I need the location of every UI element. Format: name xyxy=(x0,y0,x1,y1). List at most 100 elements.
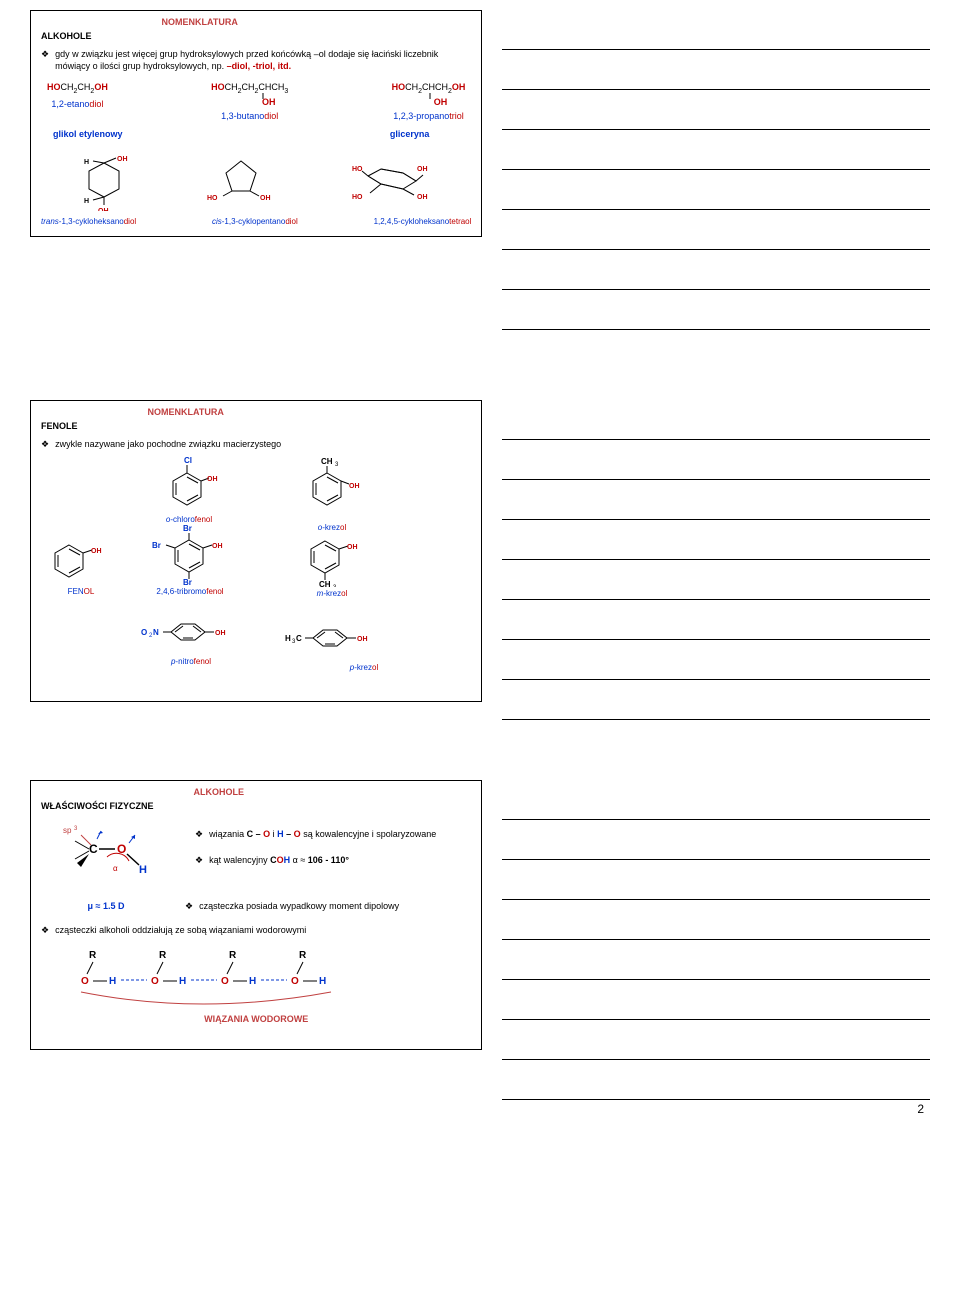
svg-text:OH: OH xyxy=(98,208,109,211)
svg-text:OH: OH xyxy=(357,636,368,643)
svg-text:R: R xyxy=(299,950,307,961)
sp3-molecule-icon: sp3 C O H α xyxy=(41,821,171,891)
note-lines-2 xyxy=(502,400,930,720)
note-lines-1 xyxy=(502,10,930,330)
compound-1: HOCH2CH2OH 1,2-etanodiol xyxy=(47,82,108,121)
slide3-title: WŁAŚCIWOŚCI FIZYCZNE xyxy=(41,801,154,811)
svg-text:3: 3 xyxy=(335,462,339,468)
slide1-title: ALKOHOLE xyxy=(41,31,92,41)
svg-text:OH: OH xyxy=(349,483,360,490)
mu-value: μ ≈ 1.5 D xyxy=(88,901,125,911)
slide1-bullet: ❖ gdy w związku jest więcej grup hydroks… xyxy=(41,49,471,72)
svg-text:Br: Br xyxy=(183,524,192,533)
benzene-icon: Cl OH xyxy=(159,455,219,513)
svg-text:C: C xyxy=(296,634,302,643)
svg-text:OH: OH xyxy=(91,548,102,555)
svg-text:sp: sp xyxy=(63,826,72,835)
hbond-diagram: R R R R O O O O H H H H WIĄZANIA WODOROWE xyxy=(41,946,471,1024)
dipole-row: μ ≈ 1.5 D ❖ cząsteczka posiada wypadkowy… xyxy=(41,901,471,913)
svg-text:O: O xyxy=(151,976,159,987)
svg-text:CH: CH xyxy=(319,580,331,587)
svg-text:HO: HO xyxy=(352,194,363,201)
benzene-icon: OH xyxy=(49,535,113,585)
svg-text:OH: OH xyxy=(417,194,428,201)
svg-text:N: N xyxy=(153,628,159,637)
svg-text:OH: OH xyxy=(347,544,358,551)
svg-text:H: H xyxy=(319,976,326,987)
hbond-chain-icon: R R R R O O O O H H H H xyxy=(41,946,381,1006)
svg-text:H: H xyxy=(249,976,256,987)
slide3-bullet-4: ❖ cząsteczki alkoholi oddziałują ze sobą… xyxy=(41,925,471,937)
svg-text:Br: Br xyxy=(183,578,192,585)
slide-3: WŁAŚCIWOŚCI FIZYCZNE ALKOHOLE sp3 C O H … xyxy=(30,780,482,1050)
svg-text:C: C xyxy=(89,842,98,856)
benzene-icon: H3C OH xyxy=(285,619,393,661)
svg-text:H: H xyxy=(139,864,147,876)
svg-text:OH: OH xyxy=(117,156,128,163)
slide2-title: FENOLE xyxy=(41,421,78,431)
bullet-icon: ❖ xyxy=(195,829,203,841)
svg-text:HO: HO xyxy=(352,166,363,173)
phenol-grid: Cl OH o-chlorofenol CH3 OH o-krezol xyxy=(41,451,471,691)
bullet-icon: ❖ xyxy=(185,901,193,913)
slide1-heading: NOMENKLATURA xyxy=(162,17,238,27)
compound-2: HOCH2CH2CHCH3 OH 1,3-butanodiol xyxy=(211,82,288,121)
cyclic-structures-row: OH H H OH HO OH HO OH HO xyxy=(41,151,471,211)
compound-3: HOCH2CHCH2OH OH 1,2,3-propanotriol xyxy=(392,82,466,121)
svg-text:R: R xyxy=(159,950,167,961)
slide2-bullet-text: zwykle nazywane jako pochodne związku ma… xyxy=(55,439,281,451)
svg-text:H: H xyxy=(84,159,89,166)
svg-text:HO: HO xyxy=(207,195,218,201)
svg-text:Br: Br xyxy=(152,541,161,550)
slide2-bullet: ❖ zwykle nazywane jako pochodne związku … xyxy=(41,439,471,451)
svg-text:R: R xyxy=(229,950,237,961)
svg-text:CH: CH xyxy=(321,457,333,466)
svg-text:O: O xyxy=(291,976,299,987)
svg-text:OH: OH xyxy=(212,543,223,550)
bullet-icon: ❖ xyxy=(41,439,49,451)
note-lines-3 xyxy=(502,780,930,1100)
svg-text:H: H xyxy=(84,198,89,205)
common-1: glikol etylenowy xyxy=(53,129,123,139)
slide-2: FENOLE NOMENKLATURA ❖ zwykle nazywane ja… xyxy=(30,400,482,702)
svg-text:O: O xyxy=(81,976,89,987)
common-names-row: glikol etylenowy gliceryna xyxy=(41,129,471,139)
svg-text:OH: OH xyxy=(260,195,271,201)
bullet-icon: ❖ xyxy=(195,855,203,867)
sp3-row: sp3 C O H α ❖ wiązania C xyxy=(41,821,471,893)
svg-text:O: O xyxy=(141,628,147,637)
svg-text:OH: OH xyxy=(215,630,226,637)
slide-1: ALKOHOLE NOMENKLATURA ❖ gdy w związku je… xyxy=(30,10,482,237)
benzene-icon: O2N OH xyxy=(141,613,241,655)
svg-text:R: R xyxy=(89,950,97,961)
svg-text:3: 3 xyxy=(333,585,337,587)
compounds-row: HOCH2CH2OH 1,2-etanodiol HOCH2CH2CHCH3 O… xyxy=(41,82,471,121)
cyclohexane-chair-icon: HO OH HO OH xyxy=(348,151,438,206)
svg-text:H: H xyxy=(179,976,186,987)
page-number: 2 xyxy=(917,1102,924,1116)
svg-text:Cl: Cl xyxy=(184,456,192,465)
svg-text:OH: OH xyxy=(417,166,428,173)
slide3-heading: ALKOHOLE xyxy=(194,787,245,797)
slide2-heading: NOMENKLATURA xyxy=(148,407,224,417)
slide3-bullet-2: ❖ kąt walencyjny COH α ≈ 106 - 110° xyxy=(195,855,471,867)
hbond-caption: WIĄZANIA WODOROWE xyxy=(41,1014,471,1024)
svg-text:O: O xyxy=(221,976,229,987)
common-2: gliceryna xyxy=(390,129,430,139)
benzene-icon: CH3 OH xyxy=(299,455,365,513)
cyclic-names-row: trans-1,3-cykloheksanodiol cis-1,3-cyklo… xyxy=(41,217,471,226)
svg-text:H: H xyxy=(285,634,291,643)
benzene-icon: Br Br OH Br xyxy=(147,523,233,585)
cyclohexane-icon: OH H H OH xyxy=(74,151,134,211)
cyclopentane-icon: HO OH xyxy=(201,151,281,201)
bullet-suffix: –diol, -triol, itd. xyxy=(227,61,292,71)
svg-text:H: H xyxy=(109,976,116,987)
bullet-icon: ❖ xyxy=(41,925,49,937)
svg-text:α: α xyxy=(113,864,118,873)
slide3-bullet-1: ❖ wiązania C – O i H – O są kowalencyjne… xyxy=(195,829,471,841)
benzene-icon: OH CH3 xyxy=(297,531,367,587)
bullet-icon: ❖ xyxy=(41,49,49,72)
svg-text:3: 3 xyxy=(74,826,78,832)
slide3-bullet-3: ❖ cząsteczka posiada wypadkowy moment di… xyxy=(185,901,399,913)
svg-text:OH: OH xyxy=(207,476,218,483)
